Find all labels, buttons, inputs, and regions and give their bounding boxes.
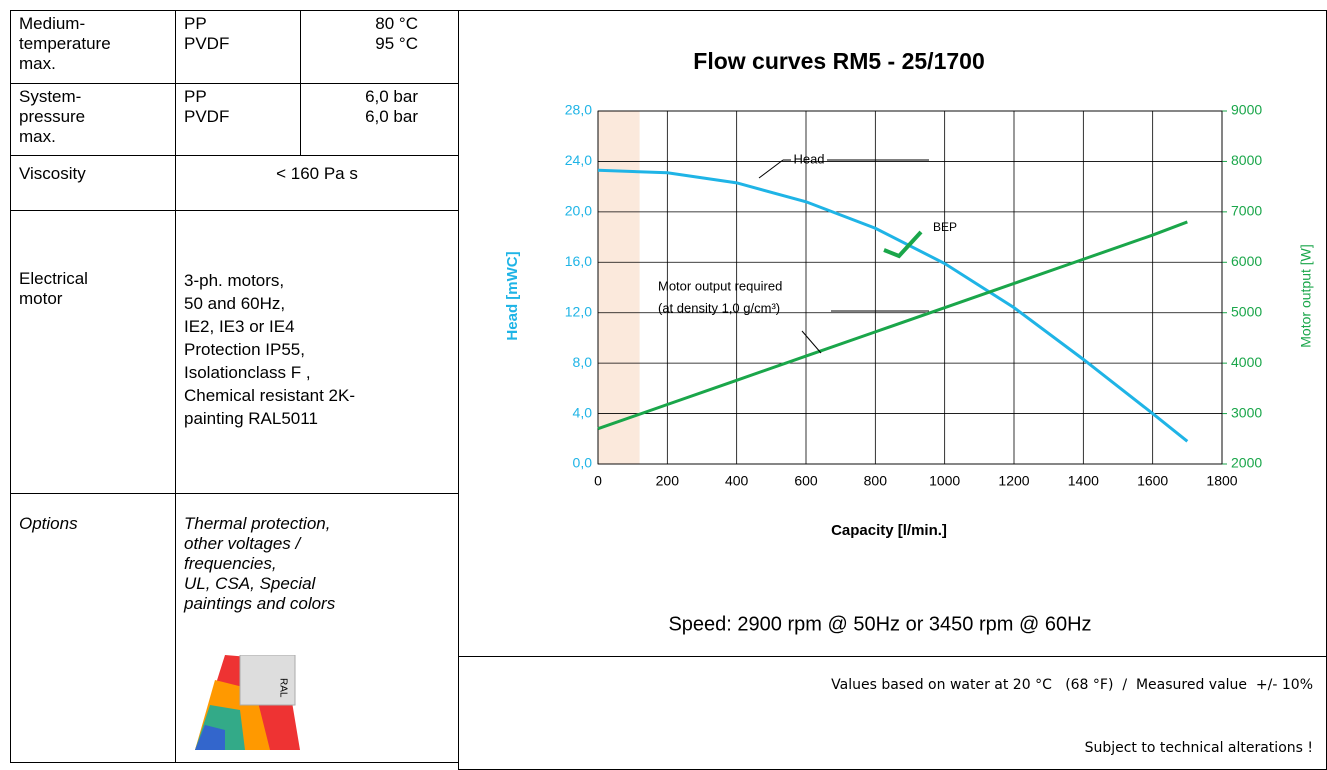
label-cell: Viscosity [10,155,176,211]
value-cell: 3-ph. motors, 50 and 60Hz, IE2, IE3 or I… [175,210,459,494]
basis-note: Values based on water at 20 °C (68 °F) /… [831,677,1313,693]
x-tick-label: 1000 [929,473,960,489]
x-tick-label: 1200 [998,473,1029,489]
startup-zone [598,111,640,464]
value-cell: 80 °C 95 °C [300,10,459,84]
y2-tick-label: 6000 [1231,253,1262,269]
x-tick-label: 1600 [1137,473,1168,489]
leader [759,160,783,178]
x-tick-label: 800 [864,473,888,489]
y2-axis-label: Motor output [W] [1298,244,1314,347]
bep-annotation: BEP [933,220,957,234]
y2-tick-label: 7000 [1231,203,1262,219]
series-annotation: Head [793,151,824,166]
leader [802,331,821,353]
y2-tick-label: 2000 [1231,455,1262,471]
y-tick-label: 12,0 [565,303,592,319]
x-tick-label: 1400 [1068,473,1099,489]
x-axis-label: Capacity [l/min.] [831,522,947,539]
speed-note: Speed: 2900 rpm @ 50Hz or 3450 rpm @ 60H… [668,613,1091,635]
y-tick-label: 20,0 [565,203,592,219]
chart: Flow curves RM5 - 25/1700 Capacity [l/mi… [459,11,1325,655]
y-tick-label: 4,0 [573,404,593,420]
y-tick-label: 8,0 [573,354,593,370]
y-tick-label: 24,0 [565,152,592,168]
y-tick-label: 16,0 [565,253,592,269]
x-tick-label: 0 [594,473,602,489]
swatch-label: RAL [277,678,288,698]
y2-tick-label: 9000 [1231,102,1262,118]
value-cell: < 160 Pa s [175,155,459,211]
material-cell: PP PVDF [175,10,301,84]
x-tick-label: 1800 [1206,473,1237,489]
y-axis-label: Head [mWC] [504,251,521,340]
y2-tick-label: 4000 [1231,354,1262,370]
y2-tick-label: 5000 [1231,303,1262,319]
y2-tick-label: 8000 [1231,152,1262,168]
label-cell: Electrical motor [10,210,176,494]
disclaimer: Subject to technical alterations ! [1085,740,1313,756]
y-tick-label: 28,0 [565,102,592,118]
material-cell: PP PVDF [175,83,301,156]
color-fan: RAL [185,655,305,755]
x-tick-label: 600 [794,473,818,489]
label-cell: Options [10,493,176,763]
y-tick-label: 0,0 [573,455,593,471]
density-annotation: (at density 1,0 g/cm³) [658,300,780,315]
divider [458,656,1327,657]
y2-tick-label: 3000 [1231,404,1262,420]
value-cell: 6,0 bar 6,0 bar [300,83,459,156]
x-tick-label: 400 [725,473,749,489]
chart-title: Flow curves RM5 - 25/1700 [693,48,984,74]
page: Medium- temperature max. PP PVDF 80 °C 9… [0,0,1327,755]
series-annotation: Motor output required [658,278,782,293]
x-tick-label: 200 [656,473,680,489]
label-cell: Medium- temperature max. [10,10,176,84]
label-cell: System- pressure max. [10,83,176,156]
